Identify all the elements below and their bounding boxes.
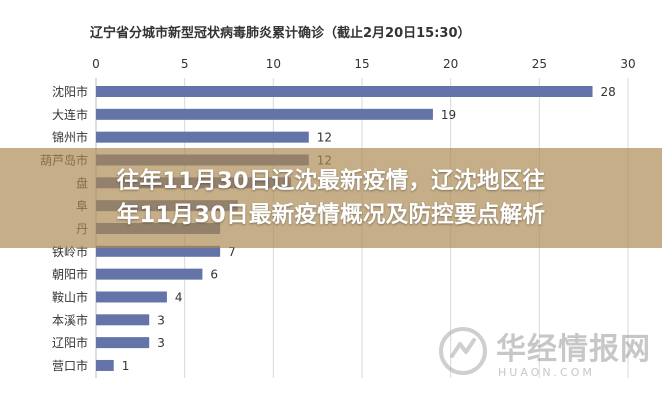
value-label-11: 3: [157, 313, 165, 327]
value-label-8: 7: [228, 245, 236, 259]
value-label-2: 19: [441, 108, 456, 122]
x-tick-label-15: 15: [354, 57, 369, 71]
category-label-2: 大连市: [52, 107, 88, 122]
category-label-9: 朝阳市: [52, 267, 88, 282]
category-label-12: 辽阳市: [52, 335, 88, 350]
headline-line-1: 往年11月30日辽沈最新疫情，辽沈地区往: [116, 168, 546, 194]
category-label-10: 鞍山市: [52, 289, 88, 304]
category-label-3: 锦州市: [52, 130, 88, 145]
bar-9: [96, 268, 203, 280]
category-label-13: 营口市: [52, 358, 88, 373]
x-axis-ticks: 0 5 10 15 20 25 30: [92, 57, 635, 71]
watermark-name: 华经情报网: [496, 332, 651, 367]
watermark: 华经情报网 HUAON.COM: [432, 322, 656, 394]
category-label-11: 本溪市: [52, 312, 88, 327]
category-label-1: 沈阳市: [52, 84, 88, 99]
bar-8: [96, 245, 221, 257]
headline-line-2: 年11月30日最新疫情概况及防控要点解析: [116, 202, 546, 228]
x-tick-label-5: 5: [181, 57, 189, 71]
watermark-url: HUAON.COM: [498, 366, 595, 379]
bar-3: [96, 131, 309, 143]
bar-2: [96, 108, 433, 120]
x-tick-label-0: 0: [92, 57, 100, 71]
headline-banner: 往年11月30日辽沈最新疫情，辽沈地区往 年11月30日最新疫情概况及防控要点解…: [0, 148, 662, 248]
x-tick-label-25: 25: [532, 57, 547, 71]
value-label-3: 12: [317, 131, 332, 145]
watermark-logo-icon: [439, 327, 487, 375]
value-label-12: 3: [157, 336, 165, 350]
bar-10: [96, 291, 167, 303]
value-label-9: 6: [210, 268, 218, 282]
chart-title: 辽宁省分城市新型冠状病毒肺炎累计确诊（截止2月20日15:30）: [90, 25, 471, 41]
bar-1: [96, 86, 593, 97]
x-tick-label-20: 20: [443, 57, 458, 71]
value-label-10: 4: [175, 290, 183, 304]
x-tick-label-10: 10: [266, 57, 281, 71]
bar-13: [96, 359, 114, 371]
value-label-1: 28: [601, 85, 616, 99]
bar-11: [96, 314, 150, 326]
value-label-13: 1: [122, 359, 130, 373]
x-tick-label-30: 30: [620, 57, 635, 71]
bar-12: [96, 337, 150, 349]
